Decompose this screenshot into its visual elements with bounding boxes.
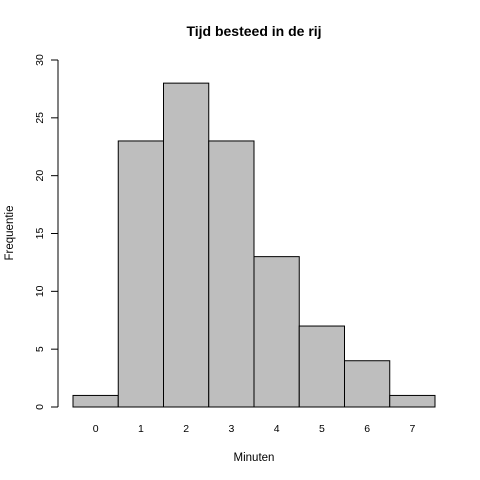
x-tick-label-7: 7 xyxy=(409,423,415,435)
x-tick-label-4: 4 xyxy=(274,423,280,435)
y-tick-label-20: 20 xyxy=(34,170,46,182)
y-axis-label: Frequentie xyxy=(4,206,16,261)
bar-6 xyxy=(344,360,391,408)
y-tick-label-15: 15 xyxy=(34,228,46,240)
bar-3 xyxy=(208,140,255,408)
bar-0 xyxy=(72,394,119,408)
x-tick-label-5: 5 xyxy=(319,423,325,435)
y-tick-label-30: 30 xyxy=(34,54,46,66)
y-axis: 0 5 10 15 20 25 30 xyxy=(34,54,59,410)
y-tick-label-10: 10 xyxy=(34,285,46,297)
x-tick-label-2: 2 xyxy=(183,423,189,435)
x-axis-label: Minuten xyxy=(234,452,275,464)
x-tick-label-3: 3 xyxy=(228,423,234,435)
x-axis: 0 1 2 3 4 5 6 7 xyxy=(93,423,416,435)
bar-1 xyxy=(117,140,164,408)
y-tick-label-25: 25 xyxy=(34,112,46,124)
bar-7 xyxy=(389,394,436,408)
x-tick-label-0: 0 xyxy=(93,423,99,435)
bar-5 xyxy=(298,325,345,408)
chart-title: Tijd besteed in de rij xyxy=(186,23,321,39)
x-tick-label-1: 1 xyxy=(138,423,144,435)
y-tick-label-5: 5 xyxy=(34,346,46,352)
x-tick-label-6: 6 xyxy=(364,423,370,435)
y-tick-label-0: 0 xyxy=(34,404,46,410)
bar-4 xyxy=(253,256,300,408)
bar-2 xyxy=(163,82,210,408)
bars-group xyxy=(72,82,436,408)
